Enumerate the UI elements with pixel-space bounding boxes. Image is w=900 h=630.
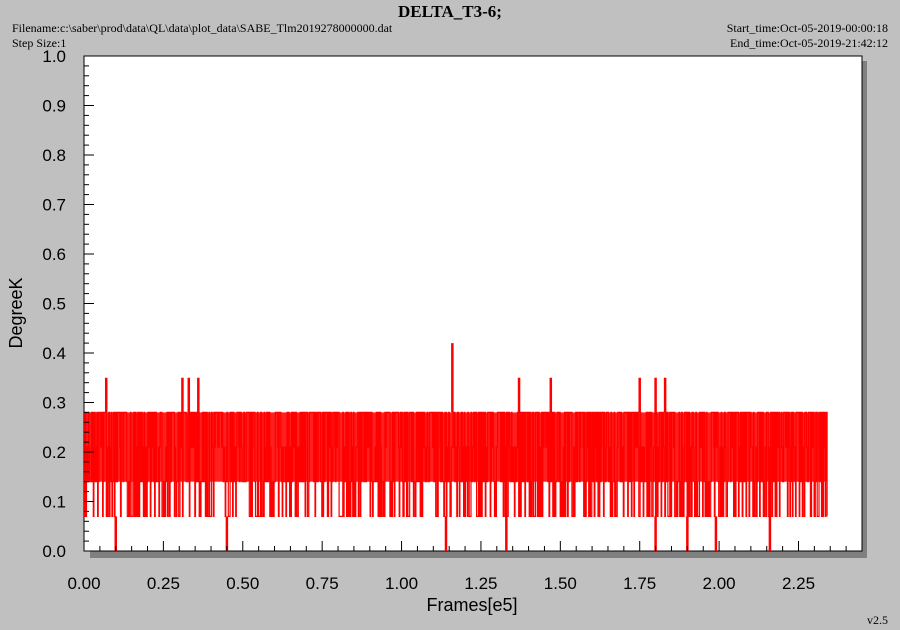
y-tick-label: 0.0 bbox=[42, 542, 66, 561]
y-tick-label: 0.1 bbox=[42, 493, 66, 512]
ticks-layer: 0.0 0.1 0.2 0.3 0.4 0.5 0.6 0.7 0.8 0.9 1.0 0.00 0.2… bbox=[42, 47, 863, 593]
series-band bbox=[84, 412, 828, 482]
x-tick-label: 2.25 bbox=[782, 574, 815, 593]
x-axis-label: Frames[e5] bbox=[426, 595, 517, 615]
y-tick-label: 0.9 bbox=[42, 97, 66, 116]
x-tick-label: 0.50 bbox=[226, 574, 259, 593]
chart-title: DELTA_T3-6; bbox=[398, 2, 502, 21]
filename-label: Filename:c:\saber\prod\data\QL\data\plot… bbox=[12, 21, 393, 35]
x-tick-label: 1.75 bbox=[623, 574, 656, 593]
y-tick-label: 0.2 bbox=[42, 443, 66, 462]
y-tick-label: 0.7 bbox=[42, 196, 66, 215]
y-axis-label: DegreeK bbox=[6, 277, 26, 348]
y-tick-label: 0.4 bbox=[42, 344, 66, 363]
y-tick-label: 0.3 bbox=[42, 394, 66, 413]
y-tick-label: 0.8 bbox=[42, 146, 66, 165]
y-tick-label: 0.5 bbox=[42, 295, 66, 314]
end-time-label: End_time:Oct-05-2019-21:42:12 bbox=[730, 36, 888, 50]
step-size-label: Step Size:1 bbox=[12, 36, 67, 50]
x-tick-label: 1.50 bbox=[544, 574, 577, 593]
x-tick-label: 2.00 bbox=[703, 574, 736, 593]
x-tick-label: 1.00 bbox=[385, 574, 418, 593]
x-tick-label: 0.75 bbox=[306, 574, 339, 593]
x-tick-label: 0.00 bbox=[67, 574, 100, 593]
y-tick-label: 0.6 bbox=[42, 245, 66, 264]
x-tick-label: 1.25 bbox=[464, 574, 497, 593]
y-tick-label: 1.0 bbox=[42, 47, 66, 66]
x-tick-label: 0.25 bbox=[147, 574, 180, 593]
start-time-label: Start_time:Oct-05-2019-00:00:18 bbox=[726, 21, 888, 35]
version-label: v2.5 bbox=[867, 613, 888, 627]
series-layer bbox=[84, 343, 828, 551]
